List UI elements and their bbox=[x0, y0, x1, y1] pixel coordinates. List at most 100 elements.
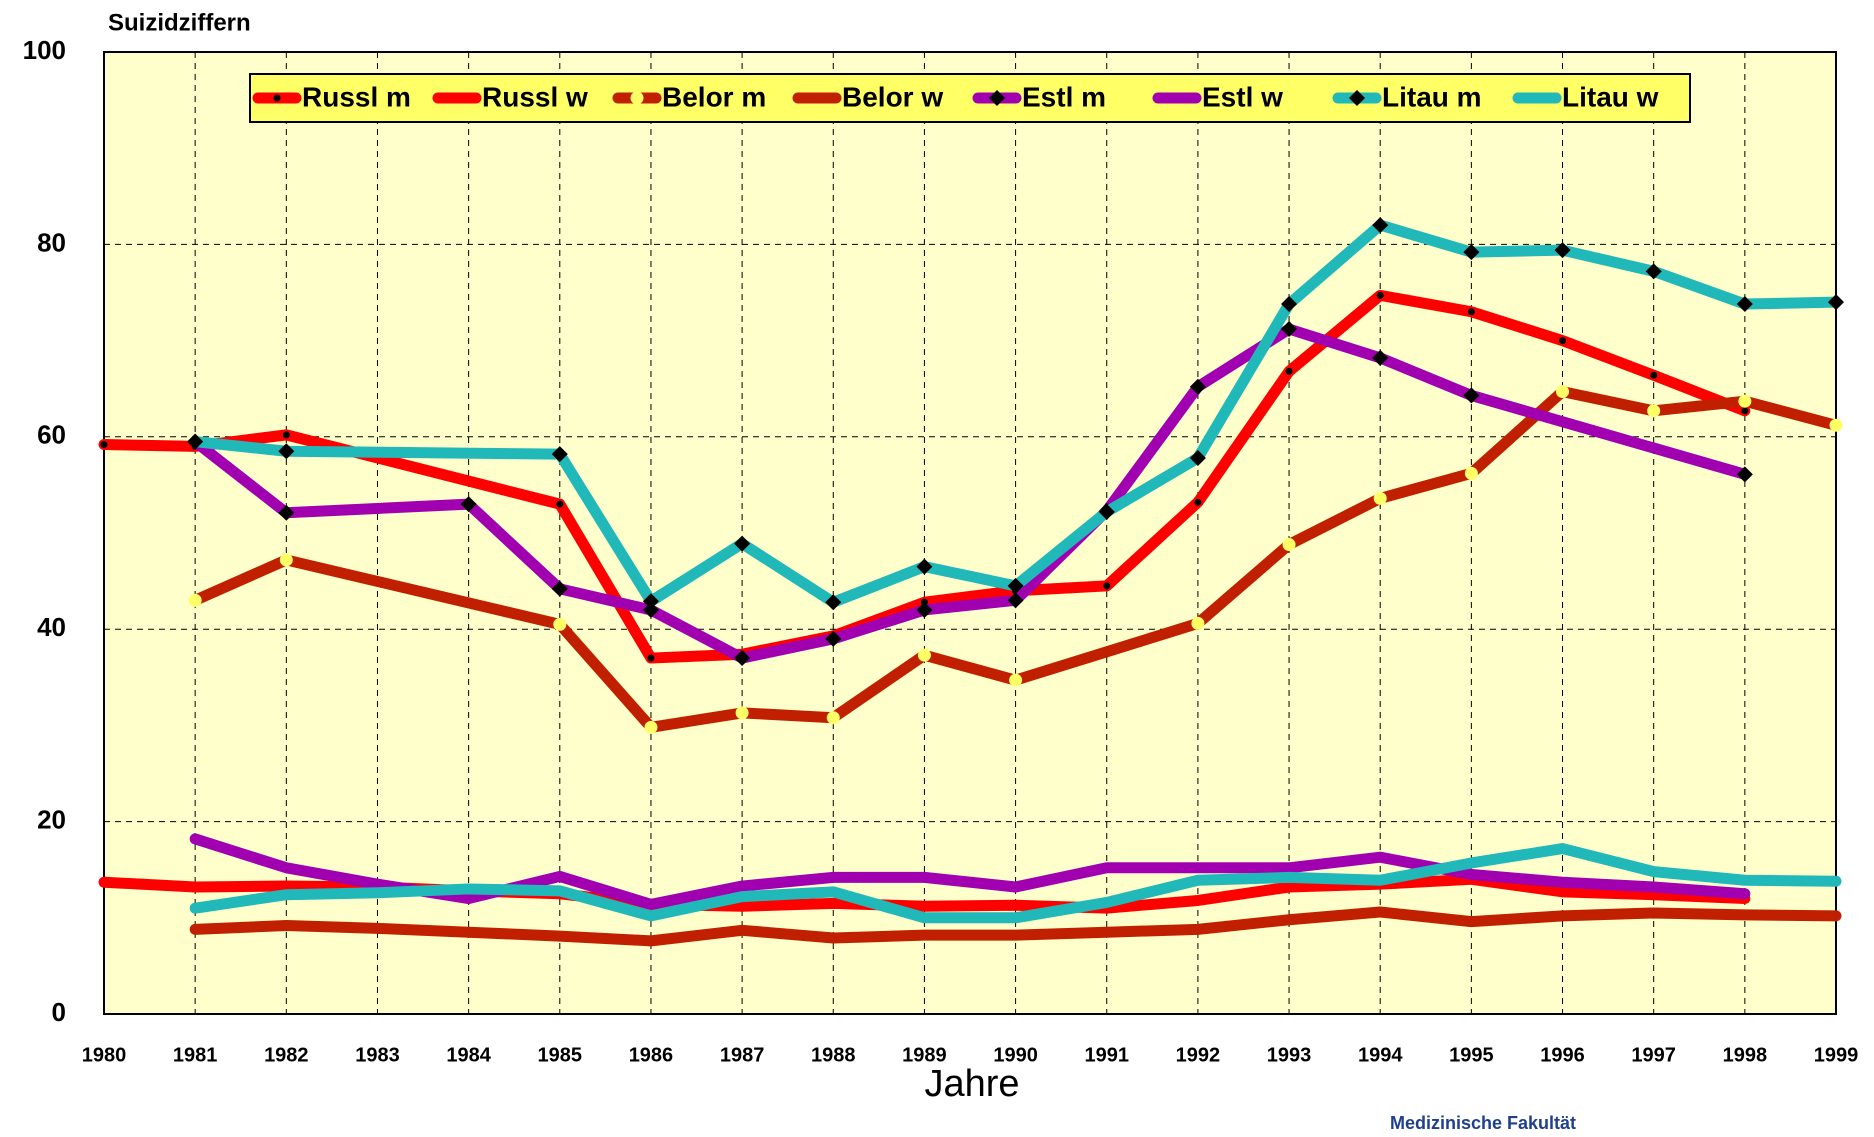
marker bbox=[551, 580, 568, 597]
x-tick-label: 1987 bbox=[720, 1044, 765, 1066]
marker bbox=[1191, 616, 1205, 630]
marker bbox=[278, 504, 295, 521]
plot-border bbox=[103, 51, 1837, 1015]
marker bbox=[1103, 582, 1111, 590]
marker bbox=[460, 496, 477, 513]
x-tick-label: 1982 bbox=[264, 1044, 309, 1066]
marker bbox=[644, 720, 658, 734]
marker bbox=[187, 433, 204, 450]
legend-marker bbox=[1349, 90, 1365, 106]
marker bbox=[188, 593, 202, 607]
series-line bbox=[189, 386, 1842, 733]
marker bbox=[642, 593, 659, 610]
marker bbox=[734, 650, 751, 667]
marker bbox=[1282, 538, 1296, 552]
legend-label: Litau w bbox=[1562, 81, 1659, 112]
x-tick-label: 1995 bbox=[1449, 1044, 1494, 1066]
x-tick-label: 1991 bbox=[1084, 1044, 1129, 1066]
legend-marker bbox=[630, 91, 644, 105]
marker bbox=[1828, 294, 1844, 311]
marker bbox=[279, 553, 293, 567]
legend-marker bbox=[989, 90, 1005, 106]
y-tick-label: 20 bbox=[37, 804, 66, 834]
marker bbox=[1189, 378, 1206, 395]
marker bbox=[1645, 263, 1662, 280]
marker bbox=[825, 594, 842, 611]
x-axis-label: Jahre bbox=[924, 1063, 1019, 1105]
legend-marker bbox=[273, 94, 281, 102]
marker bbox=[1009, 673, 1023, 687]
footer: Medizinische Fakultät bbox=[1390, 1113, 1576, 1133]
marker bbox=[1376, 291, 1384, 299]
marker bbox=[1559, 337, 1567, 345]
marker bbox=[1007, 577, 1024, 594]
x-tick-label: 1986 bbox=[629, 1044, 674, 1066]
legend-label: Litau m bbox=[1382, 81, 1482, 112]
x-tick-label: 1980 bbox=[82, 1044, 127, 1066]
marker bbox=[1194, 498, 1202, 506]
marker bbox=[1372, 349, 1389, 366]
chart-title: Suizidziffern bbox=[108, 9, 251, 36]
y-tick-label: 40 bbox=[37, 612, 66, 642]
x-tick-label: 1981 bbox=[173, 1044, 218, 1066]
x-tick-label: 1990 bbox=[993, 1044, 1038, 1066]
legend-label: Russl w bbox=[482, 81, 588, 112]
legend-box bbox=[249, 73, 1691, 123]
marker bbox=[1285, 367, 1293, 375]
marker bbox=[1650, 371, 1658, 379]
marker bbox=[642, 601, 659, 618]
x-tick-label: 1997 bbox=[1631, 1044, 1676, 1066]
marker bbox=[1464, 466, 1478, 480]
marker bbox=[556, 500, 564, 508]
plot-area bbox=[104, 52, 1836, 1014]
marker bbox=[735, 706, 749, 720]
legend-label: Belor w bbox=[842, 81, 943, 112]
marker bbox=[1098, 503, 1115, 520]
y-tick-label: 0 bbox=[52, 997, 66, 1027]
x-tick-label: 1993 bbox=[1267, 1044, 1312, 1066]
marker bbox=[1738, 394, 1752, 408]
marker bbox=[916, 601, 933, 618]
x-tick-label: 1996 bbox=[1540, 1044, 1585, 1066]
marker bbox=[1736, 296, 1753, 313]
marker bbox=[278, 443, 295, 460]
series-line bbox=[189, 843, 1842, 924]
marker bbox=[1189, 449, 1206, 466]
marker bbox=[1829, 418, 1843, 432]
marker bbox=[551, 446, 568, 463]
marker bbox=[1554, 242, 1571, 259]
marker bbox=[1556, 385, 1570, 399]
x-tick-label: 1998 bbox=[1723, 1044, 1768, 1066]
marker bbox=[1372, 217, 1389, 234]
y-tick-label: 60 bbox=[37, 420, 66, 450]
x-tick-label: 1992 bbox=[1176, 1044, 1221, 1066]
y-tick-label: 80 bbox=[37, 227, 66, 257]
marker bbox=[1741, 407, 1749, 415]
marker bbox=[647, 654, 655, 662]
x-tick-label: 1988 bbox=[811, 1044, 856, 1066]
x-tick-label: 1985 bbox=[538, 1044, 583, 1066]
x-tick-label: 1983 bbox=[355, 1044, 400, 1066]
marker bbox=[282, 431, 290, 439]
marker bbox=[1467, 308, 1475, 316]
legend-label: Russl m bbox=[302, 81, 411, 112]
marker bbox=[553, 617, 567, 631]
marker bbox=[1463, 387, 1480, 404]
marker bbox=[1281, 321, 1298, 338]
series-line bbox=[189, 906, 1842, 947]
legend-label: Belor m bbox=[662, 81, 766, 112]
marker bbox=[1373, 491, 1387, 505]
marker bbox=[1463, 244, 1480, 261]
x-tick-label: 1994 bbox=[1358, 1044, 1403, 1066]
series-line bbox=[189, 833, 1751, 910]
x-tick-label: 1999 bbox=[1814, 1044, 1859, 1066]
marker bbox=[734, 535, 751, 552]
legend-label: Estl m bbox=[1022, 81, 1106, 112]
marker bbox=[1007, 592, 1024, 609]
marker bbox=[1736, 466, 1753, 483]
marker bbox=[825, 630, 842, 647]
y-tick-label: 100 bbox=[23, 35, 66, 65]
marker bbox=[917, 648, 931, 662]
